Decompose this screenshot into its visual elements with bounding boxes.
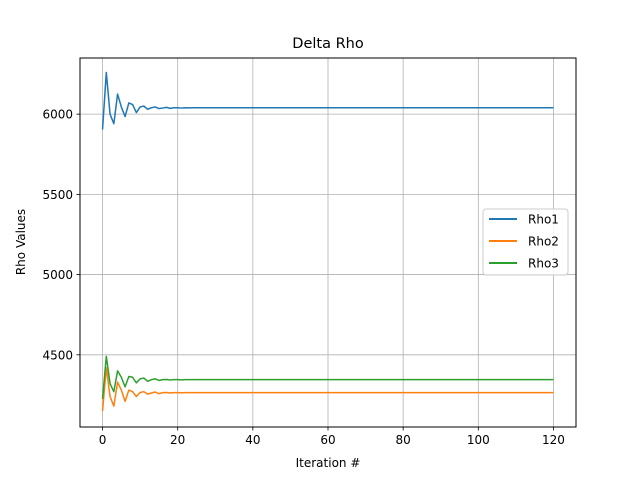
- x-tick-label: 60: [320, 433, 335, 447]
- y-tick-label: 6000: [42, 108, 73, 122]
- x-tick-label: 80: [396, 433, 411, 447]
- legend-label-rho3: Rho3: [528, 257, 559, 271]
- legend-label-rho1: Rho1: [528, 213, 559, 227]
- x-tick-label: 0: [99, 433, 107, 447]
- legend-label-rho2: Rho2: [528, 235, 559, 249]
- grid-lines: [80, 58, 576, 427]
- axis-ticks: 0 20 40 60 80 100 120 4500 5000 5500 6000: [42, 108, 564, 447]
- x-tick-label: 100: [467, 433, 490, 447]
- series-line-rho3: [101, 355, 554, 399]
- x-axis-label: Iteration #: [296, 456, 361, 470]
- legend-box: [482, 208, 569, 276]
- x-tick-label: 40: [245, 433, 260, 447]
- x-tick-label: 120: [542, 433, 565, 447]
- x-tick-label: 20: [170, 433, 185, 447]
- series-line-rho1: [101, 71, 554, 130]
- legend: Rho1 Rho2 Rho3: [482, 208, 569, 276]
- series-lines: [101, 71, 554, 412]
- y-tick-label: 4500: [42, 348, 73, 362]
- series-line-rho2: [101, 366, 554, 412]
- chart-title: Delta Rho: [292, 36, 364, 52]
- y-tick-label: 5500: [42, 188, 73, 202]
- y-axis-label: Rho Values: [14, 209, 28, 275]
- y-tick-label: 5000: [42, 268, 73, 282]
